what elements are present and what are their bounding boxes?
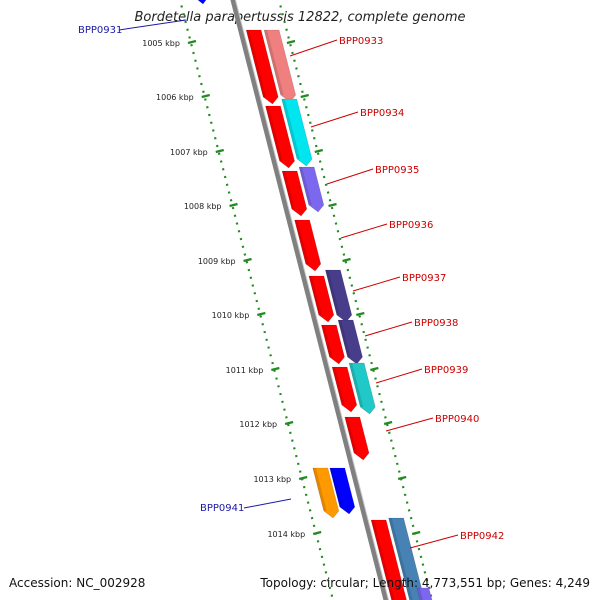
gene-label-bpp0940: BPP0940 [435,414,479,425]
tick-label: 1006 kbp [156,93,194,102]
leader-line-bpp0939 [375,368,423,384]
tick-mark-inner [187,39,197,45]
gene-arrow-red-3 [281,170,308,217]
tick-mark-inner [257,311,266,317]
gene-arrow-red-9 [370,519,407,600]
gene-arrow-bpp0938 [337,319,363,365]
gene-arrow-red-7-shade [332,367,345,405]
tick-mark-inner [201,93,211,99]
tick-label: 1005 kbp [142,39,180,48]
tick-label: 1008 kbp [184,202,222,211]
tick-mark-inner [298,475,308,481]
gene-arrow-blue [329,467,356,515]
map-title: Bordetella parapertussis 12822, complete… [134,10,466,25]
gene-label-bpp0937: BPP0937 [402,273,446,284]
gene-arrow-bpp0938-shade [338,320,351,357]
tick-label: 1009 kbp [198,257,236,266]
gene-arrow-red-1-shade [246,30,267,97]
gene-arrow-red-6 [321,324,345,365]
tick-mark-inner [271,366,280,372]
accession-text: Accession: NC_002928 [9,576,146,590]
tick-mark-outer [314,148,324,154]
gene-arrow-red-5 [308,275,335,323]
tick-mark-outer [328,202,337,208]
gene-arrow-red-2-shade [265,106,283,161]
gene-arrow-red-7 [331,366,358,413]
leader-line-bpp0942 [409,534,459,549]
tick-mark-inner [215,148,225,154]
gene-arrow-bpp0934 [281,98,313,167]
tick-label: 1007 kbp [170,148,208,157]
gene-arrow-bpp0934-shade [281,99,300,159]
gene-arrow-blue-shade [329,468,343,507]
genome-backbone [230,0,389,600]
gene-arrow-red-4 [294,219,322,272]
gene-arrow-red-8 [344,416,370,461]
gene-arrow-red-9-shade [371,520,395,600]
gene-label-bpp0935: BPP0935 [375,165,419,176]
gene-label-bpp0942: BPP0942 [460,531,504,542]
tick-mark-inner [284,420,294,426]
tick-label: 1010 kbp [212,311,250,320]
gene-arrow-red-6-shade [321,325,333,357]
tick-mark-inner [243,257,252,263]
tick-label: 1011 kbp [226,366,264,375]
tick-mark-outer [300,93,310,99]
tick-label: 1014 kbp [267,530,305,539]
gene-label-bpp0939: BPP0939 [424,365,468,376]
gene-arrow-bpp0939 [348,362,376,415]
gene-arrow-bpp0933-shade [264,30,284,95]
gene-arrow-red-5-shade [308,276,322,315]
gene-arrow-bpp0933 [263,29,297,103]
leader-line-bpp0936 [340,223,388,239]
tick-mark-outer [397,475,407,481]
leader-line-bpp0940 [385,417,434,432]
genome-summary-text: Topology: circular; Length: 4,773,551 bp… [260,576,590,590]
tick-mark-outer [383,420,393,426]
leader-line-bpp0933 [289,39,338,57]
tick-mark-inner [229,202,238,208]
leader-line-bpp0934 [310,111,359,128]
gene-arrow-red-3-shade [282,171,295,209]
leader-line-bpp0938 [364,321,413,337]
tick-label: 1013 kbp [253,475,291,484]
gene-arrow-bpp0942-shade [388,518,413,600]
leader-line-bpp0941 [243,498,292,509]
gene-arrow-bpp0935-shade [299,167,312,205]
gene-arrow-bpp0941 [312,467,340,519]
leader-line-bpp0935 [326,168,374,185]
backbone-highlight [234,0,390,600]
gene-arrow-bpp0939-shade [349,363,364,407]
gene-label-bpp0941: BPP0941 [200,503,244,514]
gene-arrow-red-4-shade [294,220,309,264]
tick-mark-outer [286,39,296,45]
tick-mark-outer [356,311,365,317]
tick-mark-inner [312,530,322,536]
gene-label-bpp0933: BPP0933 [339,36,383,47]
gene-label-bpp0938: BPP0938 [414,318,458,329]
tick-mark-outer [411,530,421,536]
tick-mark-outer [342,257,351,263]
gene-label-bpp0936: BPP0936 [389,220,433,231]
leader-line-bpp0931 [118,19,187,31]
tick-label: 1012 kbp [239,420,277,429]
tick-mark-outer [370,366,379,372]
gene-arrow-purple-bottom [416,587,433,600]
gene-arrow-purple-bottom-shade [416,588,424,600]
outer-tick-track [277,0,434,600]
gene-arrow-red-1 [245,29,279,105]
gene-arrow-bpp0931 [197,0,207,5]
gene-arrow-red-8-shade [344,417,357,453]
gene-arrow-bpp0941-shade [312,468,327,511]
gene-arrow-red-2 [265,105,295,169]
gene-arrow-bpp0942 [388,517,425,600]
gene-arrow-bpp0935 [298,166,325,213]
leader-line-bpp0937 [352,276,401,292]
gene-label-bpp0931: BPP0931 [78,25,122,36]
gene-label-bpp0934: BPP0934 [360,108,404,119]
gene-arrow-bpp0937 [325,269,353,323]
gene-arrow-bpp0937-shade [325,270,340,315]
